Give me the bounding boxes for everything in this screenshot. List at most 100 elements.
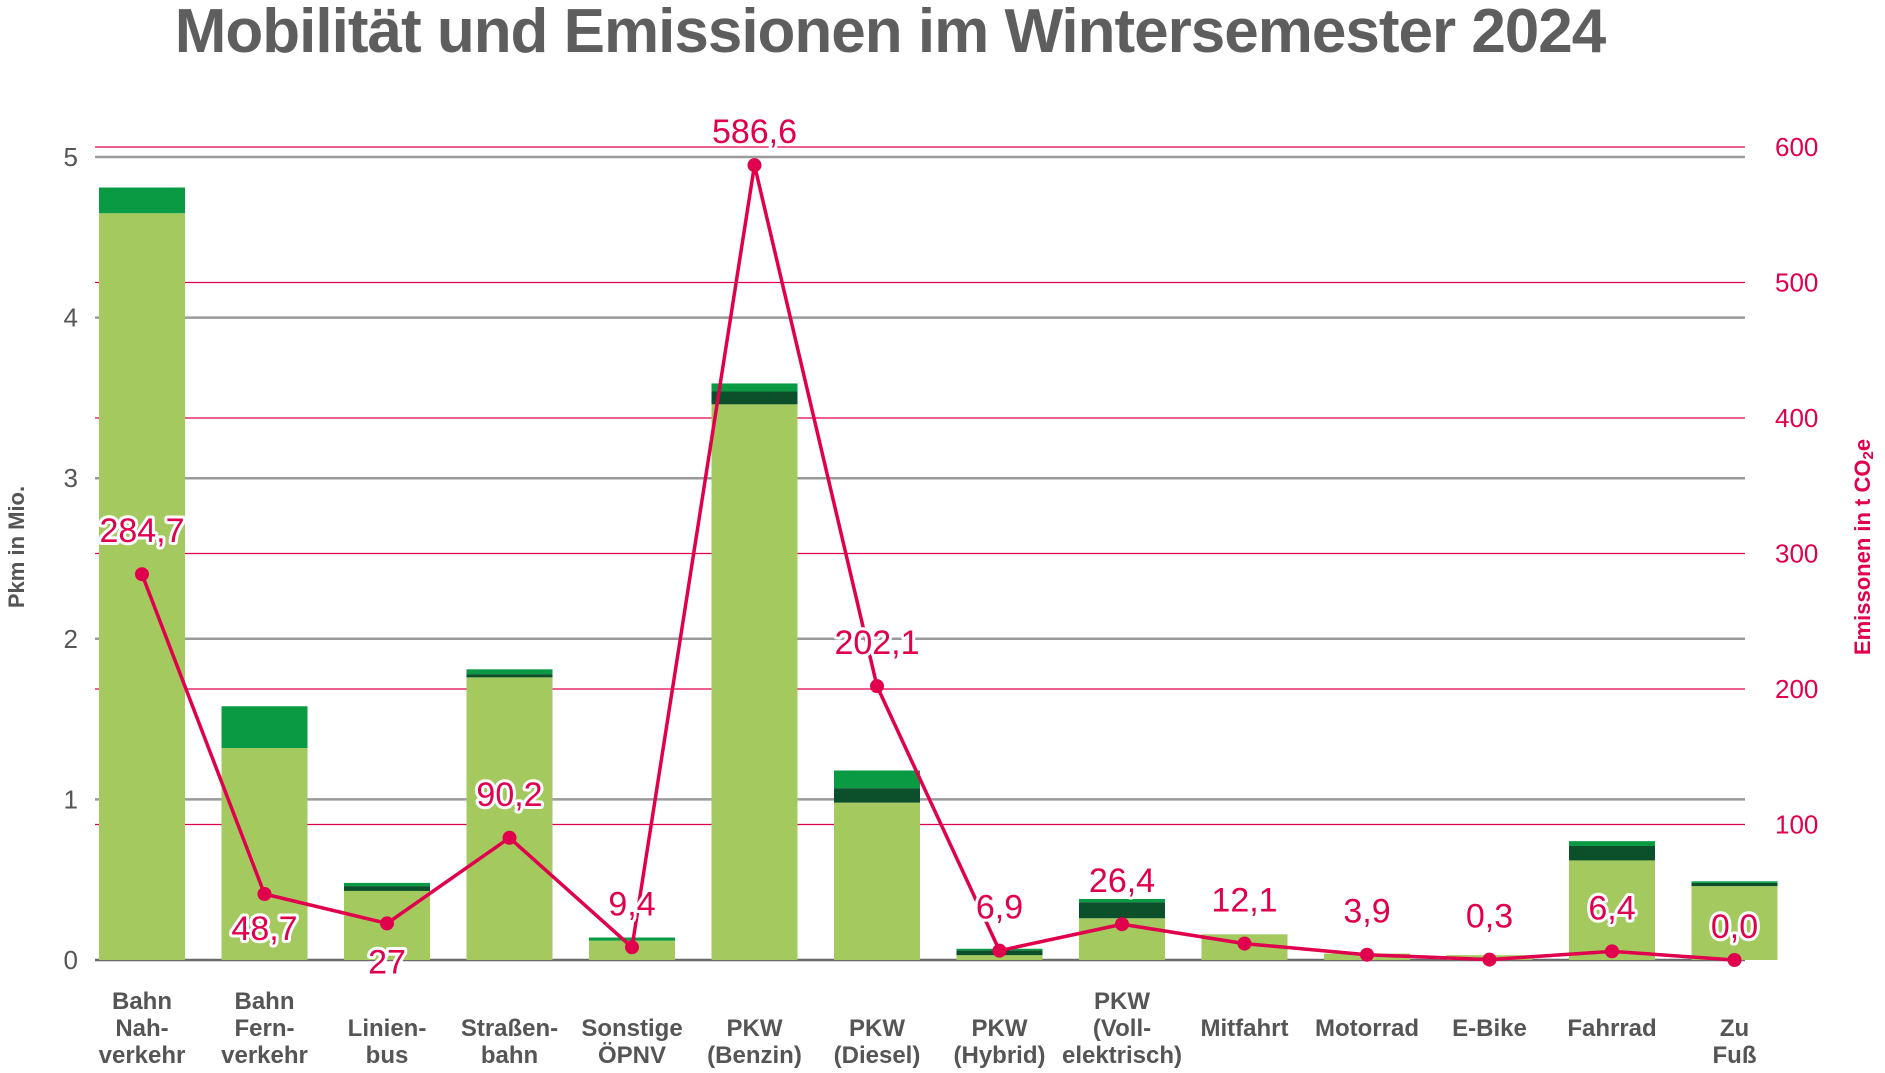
bars [99,187,1778,961]
category-label: Bahn Nah-verkehr [99,988,186,1069]
emission-label-halo: 0,0 [1711,908,1758,946]
category-label-line: verkehr [99,1042,186,1069]
category-label-line: Zu [1720,1015,1749,1042]
bar-segment [221,748,308,960]
emission-point [1482,952,1497,967]
category-label-line: E-Bike [1452,1015,1527,1042]
category-label-line: bus [366,1042,409,1069]
category-label: PKW (Voll-elektrisch) [1062,988,1182,1069]
category-label-line: Linien- [348,1015,427,1042]
emission-label-halo: 48,7 [231,910,297,948]
category-label-line: Straßen- [461,1015,558,1042]
emission-label: 586,6 [712,113,797,151]
emission-label: 0,0 [1711,908,1758,946]
category-label: E-Bike [1452,1015,1527,1042]
y-tick-left: 4 [64,303,78,333]
y-tick-right: 100 [1775,810,1818,840]
category-label: Bahn Fern-verkehr [221,988,308,1069]
bar-segment [711,391,798,405]
category-label-line: Motorrad [1315,1015,1419,1042]
category-label: PKW (Diesel) [834,1015,921,1069]
emission-point [747,158,762,173]
emission-point [1360,947,1374,962]
bar-segment [1569,845,1655,861]
y-axis-label-right-tail: e [1850,439,1875,451]
emission-point [257,887,272,902]
y-tick-right: 400 [1775,403,1818,433]
bar-segment [1691,881,1778,883]
emission-label: 6,9 [976,889,1023,927]
emission-label-halo: 27 [368,943,406,981]
bar-segment [99,187,185,214]
emission-label: 0,3 [1466,898,1513,936]
category-label: PKW (Benzin) [707,1015,802,1069]
category-label-line: Fuß [1713,1042,1757,1069]
emission-label: 12,1 [1211,882,1277,920]
category-label-line: (Voll- [1093,1015,1151,1042]
emission-point [135,567,149,582]
y-tick-left: 3 [64,463,78,493]
y-tick-left: 5 [64,142,78,172]
emission-label-halo: 26,4 [1089,862,1155,900]
category-label: Mitfahrt [1201,1015,1289,1042]
emission-label-halo: 90,2 [476,776,542,814]
y-tick-left: 0 [64,945,78,975]
bar-segment [344,882,430,887]
emission-label: 9,4 [608,885,655,923]
emission-label: 6,4 [1588,889,1635,927]
y-axis-label-right-subscript: 2 [1860,451,1877,459]
category-label-line: Fern- [235,1015,295,1042]
category-label-line: verkehr [221,1042,308,1069]
bar-segment [834,770,920,789]
bar-segment [466,674,553,678]
category-label-line: PKW [849,1015,905,1042]
category-label-line: PKW [727,1015,783,1042]
bar-segment [711,383,798,392]
bar-segment [834,802,920,960]
emission-label-halo: 12,1 [1211,882,1277,920]
emission-label: 27 [368,943,406,981]
category-label-line: PKW [1094,988,1150,1015]
y-tick-right: 200 [1775,674,1818,704]
emission-label: 284,7 [99,512,184,550]
emission-line [140,163,1735,962]
emission-label-halo: 202,1 [834,624,919,662]
category-label-line: (Benzin) [707,1042,802,1069]
emission-point [870,679,884,694]
y-tick-right: 300 [1775,539,1818,569]
emission-label-halo: 0,3 [1466,898,1513,936]
category-label-line: ÖPNV [598,1042,666,1069]
category-label-line: Sonstige [581,1015,682,1042]
category-label-line: (Hybrid) [954,1042,1046,1069]
y-axis-label-left: Pkm in Mio. [4,486,29,608]
bar-segment [711,404,798,961]
category-label: Linien-bus [348,1015,427,1069]
bar-segment [1079,902,1165,919]
emission-point [502,830,517,845]
emission-label: 90,2 [476,776,542,814]
emission-label: 48,7 [231,910,297,948]
bar-segment [466,677,553,960]
bar-segment [221,706,308,749]
y-axis-label-right-text: Emissonen in t CO [1850,460,1875,656]
category-label: PKW (Hybrid) [954,1015,1046,1069]
emission-point [1727,953,1742,967]
emission-point [625,940,639,955]
emission-point [1115,917,1129,932]
emission-label-halo: 9,4 [608,885,655,923]
category-label: Straßen-bahn [461,1015,558,1069]
bar-segment [834,788,920,803]
axis-ticks: 0 1 2 3 4 5 100 200 300 400 500 600 [64,132,1819,975]
y-tick-right: 500 [1775,268,1818,298]
emission-label: 3,9 [1343,893,1390,931]
category-label-line: PKW [972,1015,1028,1042]
emission-line-series: 284,7284,748,748,7272790,290,29,49,4586,… [96,110,1761,984]
emission-label-halo: 586,6 [712,113,797,151]
category-label: Fahrrad [1567,1015,1656,1042]
bar-segment [1691,882,1778,887]
y-axis-label-right: Emissonen in t CO2e [1850,439,1877,655]
category-label-line: elektrisch) [1062,1042,1182,1069]
emission-label-halo: 6,9 [976,889,1023,927]
emission-label-halo: 284,7 [99,512,184,550]
